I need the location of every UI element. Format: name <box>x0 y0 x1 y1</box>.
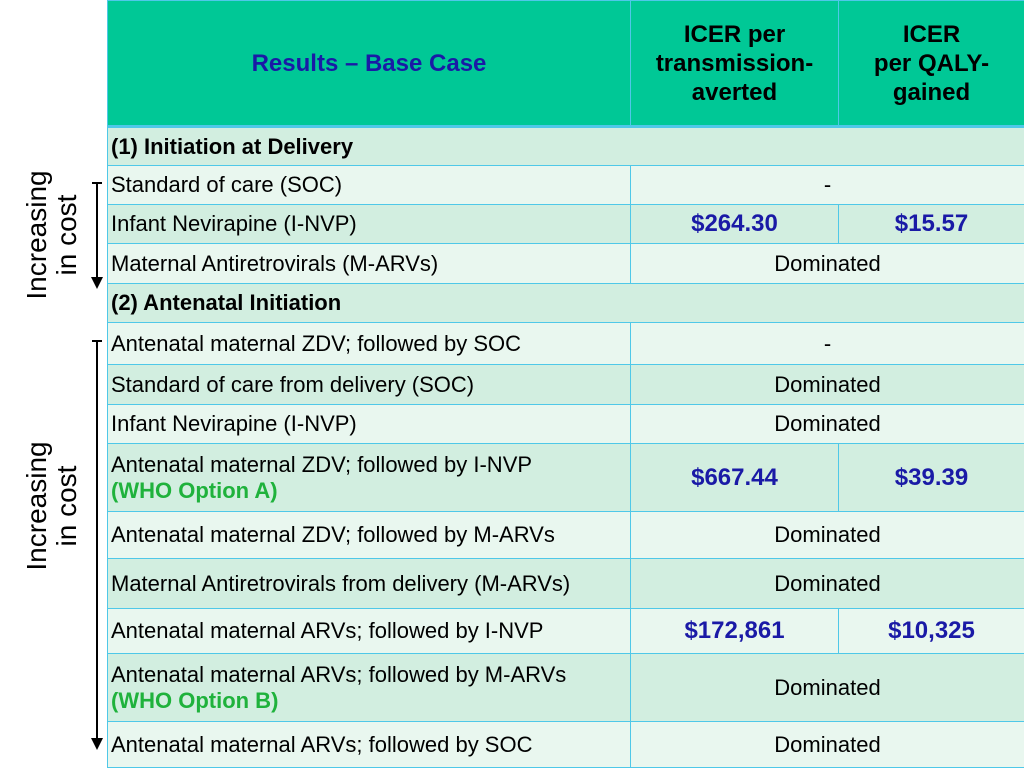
arrow-2-line <box>96 340 98 740</box>
side-annotations: Increasing in cost Increasing in cost <box>0 0 108 768</box>
icer-qaly-value: $39.39 <box>838 443 1024 512</box>
header-line: per QALY- <box>873 49 990 77</box>
header-results-base-case: Results – Base Case <box>107 0 631 128</box>
header-line: gained <box>892 78 971 106</box>
header-line: averted <box>691 78 778 106</box>
row-label-cell: Antenatal maternal ZDV; followed by I-NV… <box>107 443 631 512</box>
table-row: Antenatal maternal ZDV; followed by M-AR… <box>107 511 1024 559</box>
row-label: Standard of care (SOC) <box>107 165 631 205</box>
row-merged-value: Dominated <box>630 243 1024 284</box>
row-label: Antenatal maternal ZDV; followed by SOC <box>107 322 631 365</box>
row-label-cell: Antenatal maternal ARVs; followed by M-A… <box>107 653 631 722</box>
row-label: Antenatal maternal ARVs; followed by I-N… <box>107 608 631 654</box>
row-merged-value: - <box>630 165 1024 205</box>
header-line: ICER per <box>683 20 786 48</box>
header-icer-transmission: ICER per transmission- averted <box>630 0 839 128</box>
arrow-2-head-icon <box>91 738 103 750</box>
header-icer-qaly: ICER per QALY- gained <box>838 0 1024 128</box>
section-title-antenatal-initiation: (2) Antenatal Initiation <box>107 283 1024 323</box>
label-line-2: in cost <box>51 465 82 547</box>
row-label: Maternal Antiretrovirals from delivery (… <box>107 558 631 609</box>
table-row: Standard of care (SOC) - <box>107 165 1024 205</box>
label-line-1: Increasing <box>21 441 52 571</box>
table-row: Antenatal maternal ZDV; followed by I-NV… <box>107 443 1024 512</box>
section-row: (1) Initiation at Delivery <box>107 126 1024 166</box>
table-row: Antenatal maternal ZDV; followed by SOC … <box>107 322 1024 365</box>
table-row: Antenatal maternal ARVs; followed by M-A… <box>107 653 1024 722</box>
label-line-2: in cost <box>51 194 82 276</box>
header-line: transmission- <box>655 49 814 77</box>
row-label: Standard of care from delivery (SOC) <box>107 364 631 405</box>
table-row: Standard of care from delivery (SOC) Dom… <box>107 364 1024 405</box>
row-label: Antenatal maternal ZDV; followed by I-NV… <box>111 451 533 477</box>
increasing-cost-label-2: Increasing in cost <box>21 436 82 576</box>
arrow-1-head-icon <box>91 277 103 289</box>
row-merged-value: Dominated <box>630 653 1024 722</box>
icer-qaly-value: $15.57 <box>838 204 1024 244</box>
row-merged-value: Dominated <box>630 404 1024 444</box>
table-row: Maternal Antiretrovirals (M-ARVs) Domina… <box>107 243 1024 284</box>
table-row: Antenatal maternal ARVs; followed by SOC… <box>107 721 1024 768</box>
icer-transmission-value: $264.30 <box>630 204 839 244</box>
who-option-a-note: (WHO Option A) <box>111 477 278 503</box>
icer-transmission-value: $667.44 <box>630 443 839 512</box>
section-row: (2) Antenatal Initiation <box>107 283 1024 323</box>
header-row: Results – Base Case ICER per transmissio… <box>107 0 1024 128</box>
row-label: Antenatal maternal ZDV; followed by M-AR… <box>107 511 631 559</box>
results-table: Results – Base Case ICER per transmissio… <box>107 0 1024 768</box>
table-row: Infant Nevirapine (I-NVP) $264.30 $15.57 <box>107 204 1024 244</box>
row-label: Antenatal maternal ARVs; followed by M-A… <box>111 661 567 687</box>
row-merged-value: Dominated <box>630 558 1024 609</box>
icer-qaly-value: $10,325 <box>838 608 1024 654</box>
table-row: Infant Nevirapine (I-NVP) Dominated <box>107 404 1024 444</box>
arrow-1-line <box>96 182 98 278</box>
header-line: ICER <box>902 20 961 48</box>
section-title-initiation-at-delivery: (1) Initiation at Delivery <box>107 126 1024 166</box>
row-merged-value: Dominated <box>630 511 1024 559</box>
row-label: Infant Nevirapine (I-NVP) <box>107 404 631 444</box>
increasing-cost-label-1: Increasing in cost <box>21 165 82 305</box>
table-row: Antenatal maternal ARVs; followed by I-N… <box>107 608 1024 654</box>
who-option-b-note: (WHO Option B) <box>111 687 279 713</box>
row-label: Antenatal maternal ARVs; followed by SOC <box>107 721 631 768</box>
row-label: Infant Nevirapine (I-NVP) <box>107 204 631 244</box>
icer-transmission-value: $172,861 <box>630 608 839 654</box>
row-label: Maternal Antiretrovirals (M-ARVs) <box>107 243 631 284</box>
table-row: Maternal Antiretrovirals from delivery (… <box>107 558 1024 609</box>
label-line-1: Increasing <box>21 170 52 300</box>
row-merged-value: Dominated <box>630 721 1024 768</box>
row-merged-value: - <box>630 322 1024 365</box>
row-merged-value: Dominated <box>630 364 1024 405</box>
